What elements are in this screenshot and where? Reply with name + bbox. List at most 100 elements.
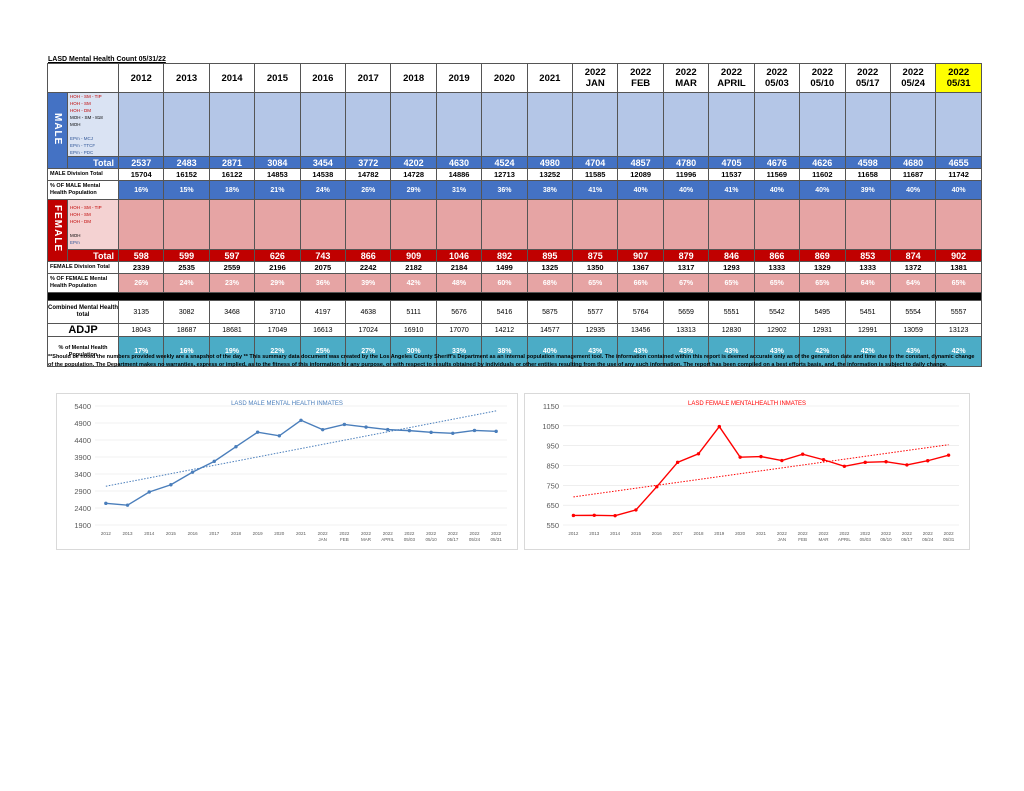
y-tick-label: 3900	[74, 453, 91, 462]
adjp-cell: 12902	[753, 323, 801, 337]
data-point	[234, 445, 238, 449]
y-tick-label: 950	[546, 442, 559, 451]
x-tick-label: 2022	[318, 531, 329, 536]
column-period: 05/17	[855, 78, 880, 89]
combined-cell: 4638	[345, 300, 392, 324]
detail-cell	[572, 92, 619, 157]
female-pct-cell: 65%	[708, 273, 755, 293]
male-division-cell: 14853	[254, 168, 301, 181]
data-point	[842, 464, 847, 468]
male-division-cell: 15704	[117, 168, 165, 181]
column-header: 2022 JAN	[572, 63, 619, 93]
combined-cell: 5676	[435, 300, 483, 324]
detail-cell	[753, 199, 801, 250]
male-total-cell: 4202	[390, 156, 437, 169]
category-label: EPm	[70, 239, 80, 245]
x-tick-label: 2020	[274, 531, 285, 536]
pct_all-cell: 38%	[481, 336, 528, 367]
header-corner	[47, 63, 119, 93]
column-header: 2022 MAR	[662, 63, 710, 93]
male-pct-cell: 40%	[889, 180, 937, 200]
category-label: HOH - SM	[70, 101, 91, 106]
y-tick-label: 550	[546, 521, 559, 530]
female-pct-cell: 67%	[662, 273, 710, 293]
y-tick-label: 1050	[542, 422, 559, 431]
female-chart: LASD FEMALE MENTALHEALTH INMATES 550 650 75…	[524, 393, 970, 550]
male-chart: LASD MALE MENTAL HEALTH INMATES 1900 2400 2…	[56, 393, 518, 550]
x-tick-sublabel: 05/17	[901, 537, 913, 542]
male-pct-label: % OF MALE Mental Health Population	[47, 180, 119, 200]
x-tick-label: 2015	[166, 531, 177, 536]
detail-cell	[662, 92, 710, 157]
data-point	[592, 513, 596, 517]
adjp-cell: 12830	[708, 323, 755, 337]
detail-cell	[435, 199, 483, 250]
x-tick-label: 2021	[756, 531, 767, 536]
data-point	[494, 429, 498, 434]
y-tick-label: 850	[546, 462, 559, 471]
mental-health-table: 2012 2013 2014 2015 2016 2017 2018 2019 2020 2021…	[47, 63, 982, 367]
adjp-cell: 12931	[799, 323, 846, 337]
x-tick-sublabel: 05/10	[425, 537, 437, 542]
column-header: 2022 APRIL	[708, 63, 755, 93]
female-total-cell: 892	[481, 249, 528, 262]
combined-cell: 3710	[254, 300, 301, 324]
x-tick-sublabel: JAN	[778, 537, 787, 542]
adjp-label: ADJP	[47, 323, 119, 337]
data-point	[613, 513, 617, 518]
female-total-cell: 626	[254, 249, 301, 262]
x-tick-sublabel: MAR	[361, 537, 372, 542]
column-header: 2018	[390, 63, 437, 93]
y-tick-label: 2900	[74, 487, 91, 496]
x-tick-sublabel: 05/31	[943, 537, 955, 542]
adjp-cell: 16613	[299, 323, 347, 337]
x-tick-label: 2022	[777, 531, 788, 536]
female-division-cell: 1372	[889, 261, 937, 274]
x-tick-label: 2021	[296, 531, 307, 536]
male-pct-cell: 40%	[617, 180, 664, 200]
column-year: 2022	[630, 67, 652, 78]
x-tick-label: 2022	[860, 531, 871, 536]
female-division-row: FEMALE Division Total 2339 2535 2559 2196 207…	[47, 261, 982, 274]
trendline	[573, 444, 949, 498]
x-tick-label: 2022	[426, 531, 437, 536]
combined-cell: 5875	[526, 300, 574, 324]
adjp-cell: 14212	[481, 323, 528, 337]
column-header: 2013	[163, 63, 210, 93]
detail-cell	[481, 199, 528, 250]
column-header: 2022 05/31	[935, 63, 982, 93]
category-label	[69, 225, 118, 232]
female-pct-cell: 24%	[163, 273, 210, 293]
male-categories: HOH - SM - TIP HOH - SM HOH - DM MOH - SM -…	[67, 92, 119, 157]
female-total-cell: 866	[753, 249, 801, 262]
male-total-cell: 2537	[117, 156, 165, 169]
detail-cell	[799, 92, 846, 157]
data-point	[255, 430, 260, 434]
data-point	[759, 454, 763, 459]
male-division-cell: 14886	[435, 168, 483, 181]
male-pct-cell: 38%	[526, 180, 574, 200]
female-division-cell: 2535	[163, 261, 210, 274]
column-year: 2016	[312, 72, 334, 84]
pct_all-cell: 43%	[662, 336, 710, 367]
detail-cell	[345, 199, 392, 250]
column-header: 2019	[435, 63, 483, 93]
combined-cell: 3135	[117, 300, 165, 324]
detail-cell	[617, 199, 664, 250]
x-tick-label: 2018	[231, 531, 242, 536]
data-point	[407, 428, 412, 433]
male-detail-row: MALE HOH - SM - TIP HOH - SM HOH - DM MOH - …	[47, 92, 982, 169]
data-point	[299, 418, 303, 422]
x-tick-sublabel: MAR	[819, 537, 830, 542]
female-division-label: FEMALE Division Total	[47, 261, 119, 274]
detail-cell	[435, 92, 483, 157]
x-tick-sublabel: JAN	[318, 537, 327, 542]
data-point	[125, 503, 130, 507]
female-division-cell: 1317	[662, 261, 710, 274]
adjp-cell: 17024	[345, 323, 392, 337]
female-division-cell: 1333	[753, 261, 801, 274]
y-tick-label: 2400	[74, 504, 91, 513]
data-point	[926, 459, 930, 463]
column-year: 2022	[902, 67, 924, 78]
combined-cell: 5557	[935, 300, 982, 324]
